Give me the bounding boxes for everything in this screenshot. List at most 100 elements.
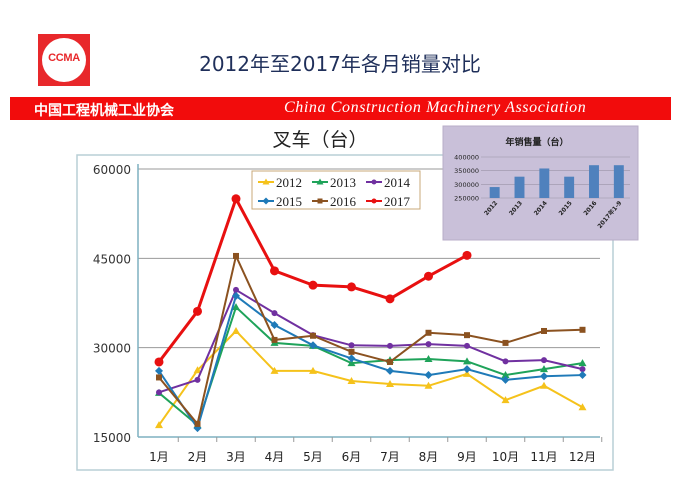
inset-bar xyxy=(514,176,525,198)
legend-item: 2016 xyxy=(312,194,357,209)
data-point xyxy=(578,359,587,367)
y-tick-label: 30000 xyxy=(93,342,131,356)
data-point xyxy=(463,365,471,374)
inset-y-tick-label: 350000 xyxy=(454,167,479,175)
data-point xyxy=(541,327,547,334)
legend-label: 2015 xyxy=(276,194,302,209)
data-point xyxy=(154,357,164,367)
series-line xyxy=(158,329,583,426)
data-point xyxy=(424,271,433,281)
x-tick-label: 3月 xyxy=(226,450,246,464)
data-point xyxy=(463,357,471,365)
data-point xyxy=(271,336,278,343)
data-point xyxy=(464,342,470,349)
data-point xyxy=(348,348,355,355)
data-point xyxy=(232,326,240,334)
legend-item: 2014 xyxy=(366,175,411,190)
data-point xyxy=(371,179,377,185)
data-point xyxy=(309,341,317,350)
series-line xyxy=(158,252,583,427)
data-point xyxy=(347,282,356,292)
chart-title: 叉车（台） xyxy=(272,129,367,151)
inset-bar xyxy=(589,165,599,198)
data-point xyxy=(155,421,163,429)
data-point xyxy=(194,376,201,383)
data-point xyxy=(155,366,163,375)
x-tick-label: 10月 xyxy=(492,450,519,464)
data-point xyxy=(425,341,432,348)
legend-label: 2017 xyxy=(384,194,411,209)
data-point xyxy=(156,374,162,381)
data-point xyxy=(271,310,278,317)
data-point xyxy=(310,332,316,339)
data-point xyxy=(579,366,586,373)
data-point xyxy=(347,377,356,385)
data-point xyxy=(462,250,472,260)
data-point xyxy=(262,197,270,205)
legend-label: 2014 xyxy=(384,175,411,190)
data-point xyxy=(233,252,239,259)
inset-bar xyxy=(564,176,575,198)
x-tick-label: 9月 xyxy=(457,450,477,464)
series-2015 xyxy=(155,291,587,433)
x-tick-label: 6月 xyxy=(342,450,362,464)
inset-bar xyxy=(613,165,624,198)
association-banner: 中国工程机械工业协会 China Construction Machinery … xyxy=(10,97,671,120)
legend-item: 2017 xyxy=(366,194,411,209)
data-point xyxy=(501,371,510,379)
data-point xyxy=(317,198,323,204)
org-name-en: China Construction Machinery Association xyxy=(284,99,587,116)
data-point xyxy=(231,194,241,204)
data-point xyxy=(232,303,240,311)
data-point xyxy=(578,371,587,380)
series-2017 xyxy=(154,194,472,367)
series-2014 xyxy=(156,286,586,396)
data-point xyxy=(371,198,377,204)
series-2012 xyxy=(155,326,587,429)
data-point xyxy=(262,178,270,185)
inset-y-tick-label: 300000 xyxy=(454,181,479,189)
x-tick-label: 2月 xyxy=(188,450,208,464)
data-point xyxy=(424,371,433,380)
series-line xyxy=(158,294,583,431)
org-name-cn: 中国工程机械工业协会 xyxy=(34,103,174,119)
data-point xyxy=(463,369,471,377)
data-point xyxy=(193,306,202,316)
data-point xyxy=(270,266,279,276)
legend-item: 2015 xyxy=(258,194,302,209)
series-2016 xyxy=(156,252,586,427)
data-point xyxy=(385,294,395,304)
x-tick-label: 5月 xyxy=(303,450,323,464)
data-point xyxy=(347,354,356,363)
data-point xyxy=(233,286,239,293)
data-point xyxy=(270,321,279,330)
x-tick-label: 4月 xyxy=(265,450,285,464)
legend-label: 2012 xyxy=(276,175,302,190)
x-tick-label: 1月 xyxy=(149,450,169,464)
data-point xyxy=(578,403,587,411)
data-point xyxy=(156,389,162,396)
data-point xyxy=(464,332,470,339)
data-point xyxy=(501,396,510,404)
series-line xyxy=(158,305,583,427)
data-point xyxy=(424,381,433,389)
series-line xyxy=(158,288,583,394)
page-title: 2012年至2017年各月销量对比 xyxy=(199,52,481,76)
data-point xyxy=(387,358,393,365)
inset-title: 年销售量（台） xyxy=(505,136,568,148)
data-point xyxy=(541,357,547,364)
data-point xyxy=(348,342,355,349)
data-point xyxy=(194,420,201,427)
x-tick-label: 7月 xyxy=(380,450,400,464)
data-point xyxy=(387,342,393,349)
legend-item: 2012 xyxy=(258,175,302,190)
ccma-logo: CCMA xyxy=(38,34,90,86)
inset-y-tick-label: 250000 xyxy=(454,195,479,203)
legend: 2012 2013 2014 2015 2016 2017 xyxy=(251,170,421,210)
inset-bar xyxy=(539,168,550,198)
data-point xyxy=(424,354,433,362)
y-tick-label: 60000 xyxy=(93,163,131,177)
data-point xyxy=(502,358,509,365)
